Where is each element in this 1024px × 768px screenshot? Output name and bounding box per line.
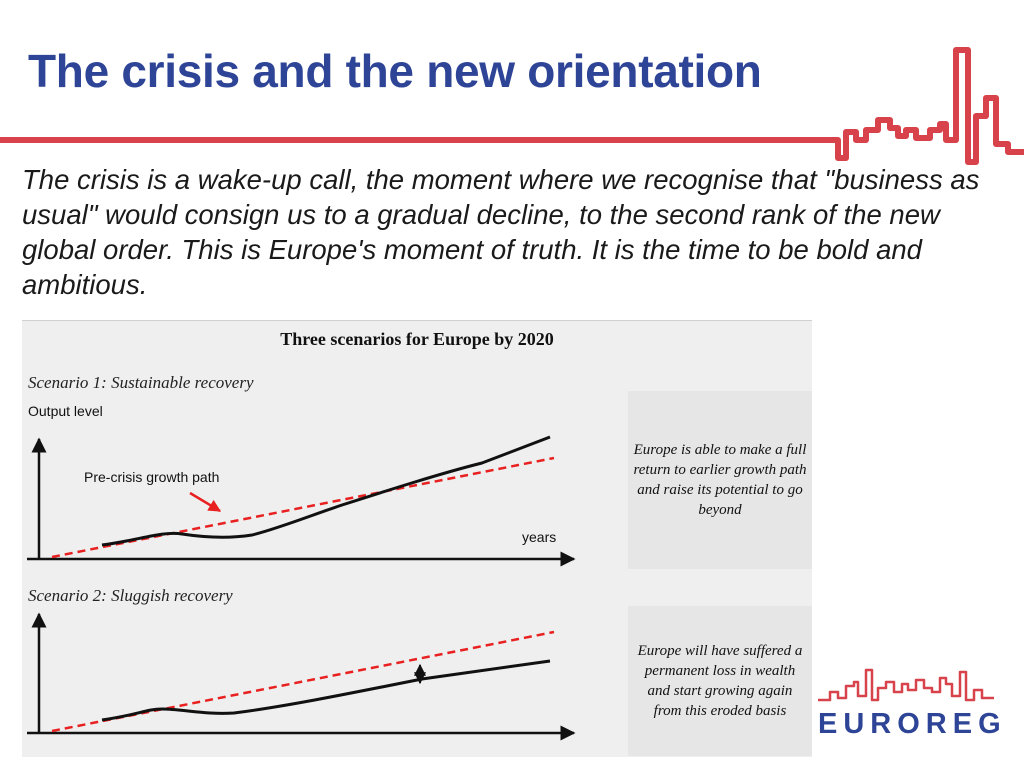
intro-paragraph: The crisis is a wake-up call, the moment… [22, 164, 980, 300]
scenario-1-description: Europe is able to make a full return to … [633, 442, 807, 518]
pre-crisis-pointer-arrow [189, 491, 222, 513]
scenario-2-description-box: Europe will have suffered a permanent lo… [628, 606, 812, 756]
scenarios-figure: Three scenarios for Europe by 2020 Scena… [22, 320, 812, 757]
scenario-2-description: Europe will have suffered a permanent lo… [637, 643, 803, 719]
scenario-1-title: Scenario 1: Sustainable recovery [28, 373, 254, 392]
euroreg-logo-icon [818, 668, 994, 702]
skyline-decoration-icon [0, 47, 1024, 165]
scenario-1-description-box: Europe is able to make a full return to … [628, 391, 812, 569]
figure-title: Three scenarios for Europe by 2020 [280, 329, 554, 349]
scenario-2-title: Scenario 2: Sluggish recovery [28, 586, 233, 605]
slide-title: The crisis and the new orientation [28, 45, 762, 97]
scenario-2-output-line [101, 659, 551, 722]
pre-crisis-label: Pre-crisis growth path [84, 469, 220, 485]
scenario-1-output-line [101, 435, 551, 547]
euroreg-wordmark: EUROREG [818, 708, 1007, 740]
scenarios-drawing [27, 435, 576, 741]
y-axis-label: Output level [28, 403, 103, 419]
x-axis-label: years [522, 529, 557, 545]
